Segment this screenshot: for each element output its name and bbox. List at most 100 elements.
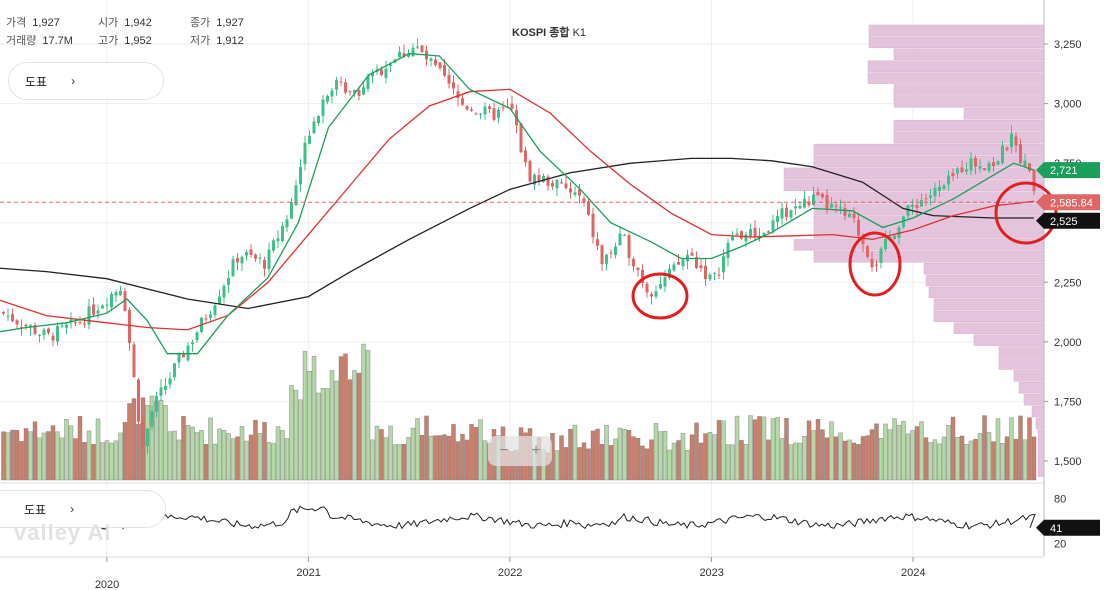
zoom-in-button[interactable]: +	[531, 442, 541, 459]
candle-body	[884, 238, 887, 250]
profile-bar	[1018, 382, 1045, 394]
volume-profile	[783, 24, 1045, 477]
candle-body	[186, 345, 190, 361]
volume-bar	[356, 372, 362, 481]
info-high: 고가 1,952	[98, 35, 152, 47]
volume-bar	[752, 419, 758, 481]
candle-body	[24, 324, 28, 327]
candle-body	[2, 312, 5, 314]
candle-body	[209, 314, 212, 319]
price-label-long-ma	[1036, 212, 1100, 229]
volume-bar	[694, 422, 699, 481]
volume-bar	[788, 444, 794, 481]
axis-tick-label: 1,750	[1054, 396, 1082, 408]
info-close: 종가 1,927	[190, 17, 244, 29]
chevron-right-icon: ›	[71, 74, 76, 88]
volume-bar	[1031, 436, 1037, 481]
annotation-circle	[848, 231, 902, 297]
volume-bar	[766, 439, 771, 481]
candle-body	[663, 277, 667, 287]
axis-tick-label: 1,500	[1054, 456, 1082, 468]
volume-bar	[5, 432, 11, 481]
candle-body	[438, 62, 442, 69]
volume-bar	[937, 443, 942, 481]
zoom-out-button[interactable]: −	[499, 442, 509, 459]
candle-body	[767, 231, 770, 233]
profile-bar	[867, 60, 1045, 72]
candle-body	[672, 264, 676, 271]
volume-bar	[473, 427, 479, 481]
zoom-controls[interactable]: − +	[488, 436, 552, 466]
price-label-current	[1036, 194, 1100, 211]
indicator-menu-button[interactable]: 도표 ›	[0, 490, 166, 528]
candle-body	[416, 46, 419, 48]
candle-body	[987, 162, 991, 172]
volume-bar	[734, 415, 740, 481]
profile-bar	[1023, 393, 1045, 406]
candle-body	[695, 257, 698, 269]
candle-body	[146, 428, 149, 447]
profile-bar	[893, 131, 1045, 144]
candle-body	[1001, 145, 1004, 164]
volume-bar	[316, 392, 321, 481]
candle-body	[803, 198, 806, 208]
candle-body	[1005, 147, 1009, 150]
chart-menu-button[interactable]: 도표 ›	[8, 62, 164, 100]
candle-body	[843, 208, 847, 216]
volume-bar	[343, 353, 348, 481]
volume-bar	[869, 429, 875, 481]
candle-body	[965, 169, 968, 172]
volume-bar	[689, 434, 695, 481]
volume-bar	[599, 444, 605, 481]
chart-menu-label: 도표	[25, 74, 48, 89]
volume-bar	[973, 438, 978, 481]
candle-body	[488, 106, 491, 109]
info-price: 가격 1,927	[6, 17, 60, 29]
candle-body	[51, 335, 55, 341]
volume-bar	[896, 424, 902, 481]
volume-bar	[811, 430, 816, 481]
profile-bar	[933, 298, 1045, 311]
candle-body	[690, 252, 694, 256]
volume-bar	[982, 415, 987, 481]
candle-body	[321, 99, 325, 116]
volume-bar	[712, 434, 717, 481]
volume-bar	[136, 423, 141, 481]
candle-body	[11, 314, 14, 322]
candle-body	[465, 106, 469, 110]
candle-body	[362, 87, 365, 95]
chevron-right-icon: ›	[70, 502, 75, 516]
candle-body	[789, 210, 793, 218]
candle-body	[447, 75, 451, 84]
candle-body	[371, 72, 374, 77]
candle-body	[650, 294, 653, 297]
volume-bar	[1000, 443, 1005, 481]
time-tick-label: 2020	[95, 579, 119, 590]
volume-bar	[743, 444, 749, 481]
volume-bar	[334, 380, 339, 481]
candle-body	[816, 191, 820, 196]
candle-body	[573, 192, 577, 195]
candle-body	[137, 379, 140, 422]
volume-bar	[662, 431, 668, 481]
volume-bar	[1022, 439, 1028, 481]
volume-bar	[901, 421, 906, 481]
volume-bar	[59, 437, 65, 481]
volume-bar	[50, 425, 56, 481]
candle-body	[15, 320, 19, 325]
candle-body	[470, 109, 473, 111]
volume-bar	[82, 442, 87, 481]
volume-bar	[793, 442, 798, 481]
candle-body	[564, 183, 568, 189]
candle-body	[969, 158, 973, 171]
candle-body	[510, 103, 514, 109]
volume-bar	[739, 440, 744, 481]
volume-bar	[626, 430, 632, 481]
volume-bar	[19, 441, 24, 481]
volume-bar	[685, 450, 690, 481]
candle-body	[353, 89, 356, 94]
volume-bar	[635, 438, 641, 481]
price-label-short-ma-text: 2,721	[1050, 165, 1078, 177]
candle-body	[875, 264, 878, 266]
